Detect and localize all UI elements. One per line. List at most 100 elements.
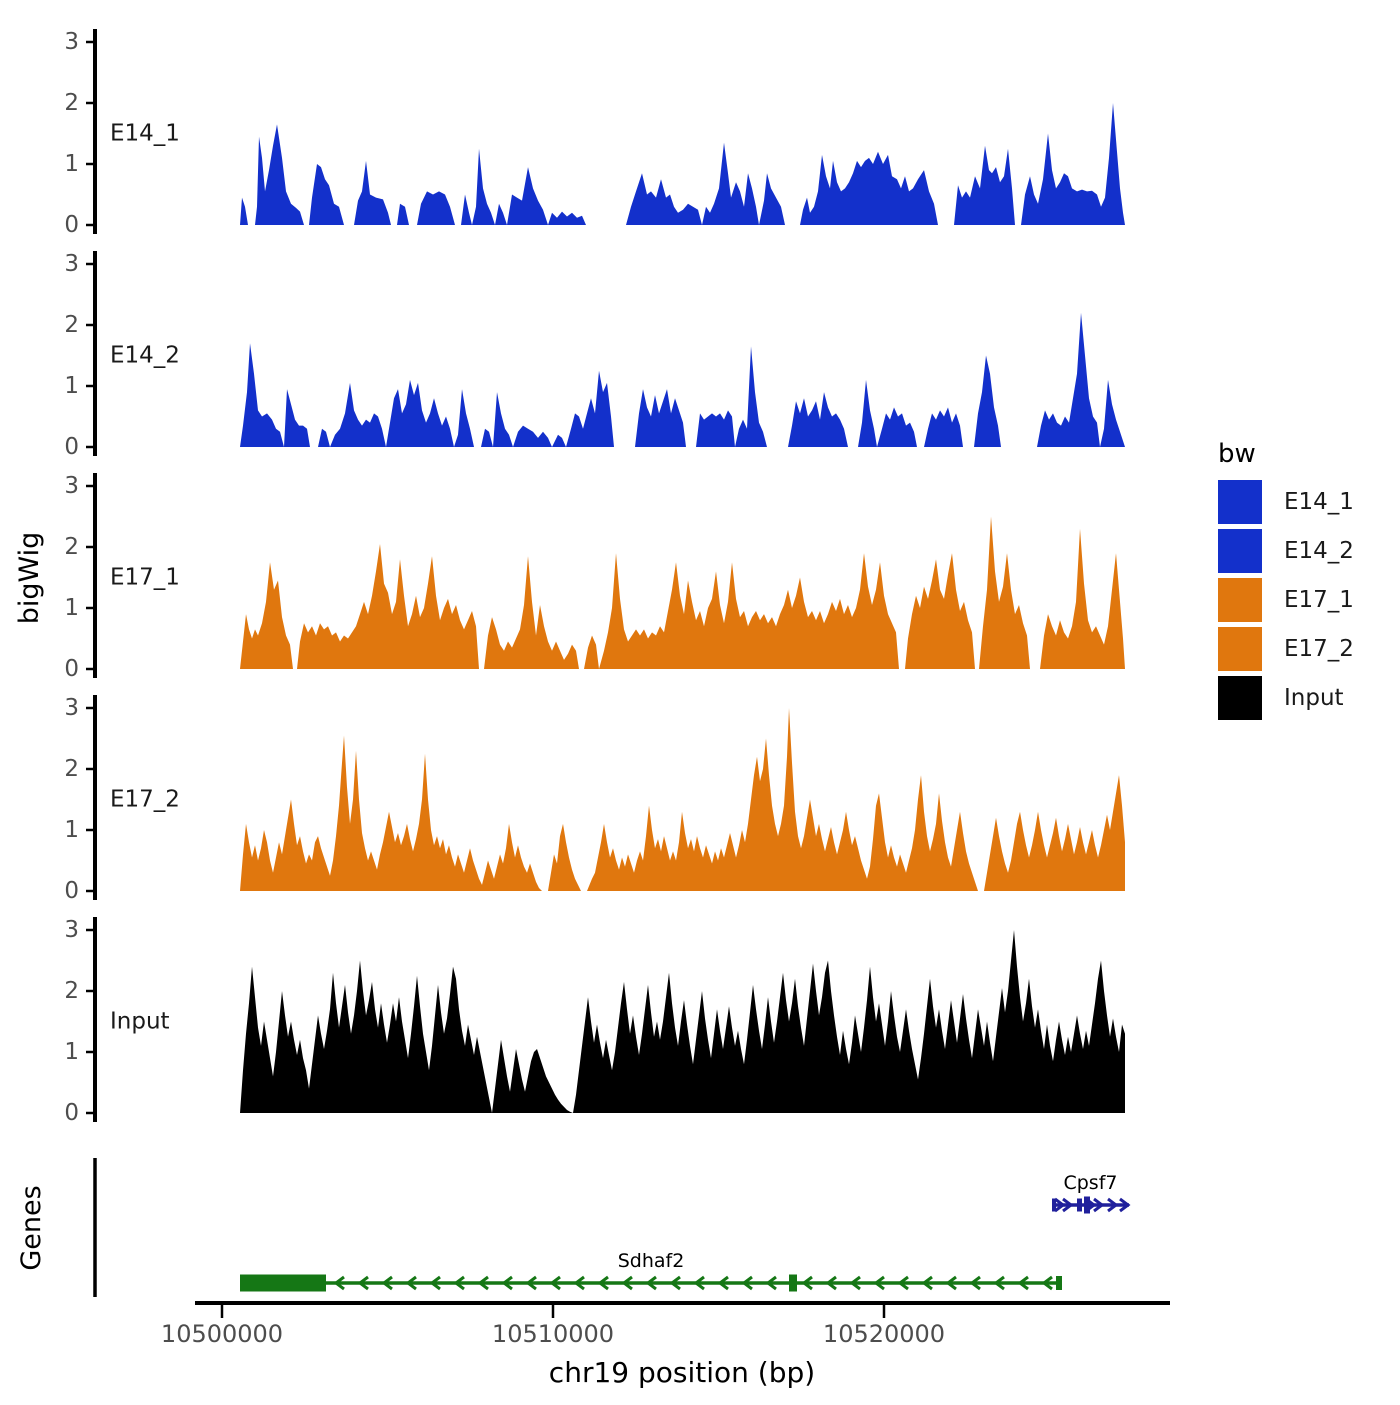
y-tick-label: 1 (64, 1039, 79, 1065)
y-tick-label: 3 (64, 695, 79, 721)
gene-exon (1084, 1196, 1090, 1214)
genes-axis-title: Genes (16, 1185, 47, 1270)
gene-strand-arrow (429, 1275, 441, 1291)
gene-strand-arrow (381, 1275, 393, 1291)
gene-strand-arrow (1107, 1197, 1119, 1213)
gene-strand-arrow (897, 1275, 909, 1291)
track-label-E17_2: E17_2 (110, 787, 180, 813)
track-label-Input: Input (110, 1009, 170, 1035)
gene-strand-arrow (993, 1275, 1005, 1291)
track-panel-E17_2: 0 1 2 3 E17_2 (64, 695, 1125, 904)
track-panel-E14_2: 0 1 2 3 E14_2 (64, 251, 1125, 460)
y-tick-label: 3 (64, 251, 79, 277)
gene-strand-arrow (645, 1275, 657, 1291)
gene-strand-arrow (873, 1275, 885, 1291)
gene-Cpsf7: Cpsf7 (1052, 1172, 1131, 1214)
gene-label-Cpsf7: Cpsf7 (1063, 1172, 1117, 1194)
gene-strand-arrow (693, 1275, 705, 1291)
y-tick-label: 3 (64, 473, 79, 499)
coverage-area-E17_2 (240, 708, 1125, 891)
gene-strand-arrow (357, 1275, 369, 1291)
gene-strand-arrow (1017, 1275, 1029, 1291)
x-tick-label: 10500000 (161, 1320, 283, 1348)
legend-label-E14_1: E14_1 (1284, 489, 1354, 515)
legend: bw E14_1 E14_2 E17_1 E17_2 Input (1218, 439, 1354, 720)
y-tick-label: 2 (64, 90, 79, 116)
gene-strand-arrow (1041, 1275, 1053, 1291)
legend-label-E17_2: E17_2 (1284, 636, 1354, 662)
gene-strand-arrow (1093, 1197, 1105, 1213)
gene-strand-arrow (573, 1275, 585, 1291)
y-tick-label: 1 (64, 373, 79, 399)
y-tick-label: 0 (64, 212, 79, 238)
gene-strand-arrow (621, 1275, 633, 1291)
y-tick-label: 0 (64, 1100, 79, 1126)
gene-exon (240, 1274, 326, 1292)
gene-exon (1056, 1276, 1062, 1290)
gene-strand-arrow (501, 1275, 513, 1291)
coverage-area-E14_1 (240, 103, 1125, 225)
gene-strand-arrow (597, 1275, 609, 1291)
y-tick-label: 0 (64, 434, 79, 460)
gene-strand-arrow (1054, 1197, 1066, 1213)
gene-strand-arrow (969, 1275, 981, 1291)
y-tick-label: 1 (64, 595, 79, 621)
coverage-area-Input (240, 930, 1125, 1113)
track-label-E14_2: E14_2 (110, 343, 180, 369)
gene-exon (789, 1274, 797, 1292)
y-tick-label: 2 (64, 978, 79, 1004)
y-axis-title: bigWig (14, 532, 45, 625)
track-panel-E14_1: 0 1 2 3 E14_1 (64, 29, 1125, 238)
gene-strand-arrow (1085, 1197, 1097, 1213)
legend-title: bw (1218, 439, 1256, 469)
gene-strand-arrow (1062, 1197, 1074, 1213)
gene-label-Sdhaf2: Sdhaf2 (618, 1250, 685, 1272)
track-label-E14_1: E14_1 (110, 121, 180, 147)
y-tick-label: 2 (64, 756, 79, 782)
gene-strand-arrow (921, 1275, 933, 1291)
legend-label-E17_1: E17_1 (1284, 587, 1354, 613)
gene-strand-arrow (849, 1275, 861, 1291)
gene-strand-arrow (453, 1275, 465, 1291)
gene-strand-arrow (477, 1275, 489, 1291)
gene-strand-arrow (765, 1275, 777, 1291)
gene-exon (1052, 1198, 1056, 1212)
y-tick-label: 2 (64, 534, 79, 560)
x-tick-label: 10520000 (823, 1320, 945, 1348)
y-tick-label: 3 (64, 29, 79, 55)
legend-label-Input: Input (1284, 685, 1344, 711)
y-tick-label: 0 (64, 656, 79, 682)
x-tick-label: 10510000 (492, 1320, 614, 1348)
gene-strand-arrow (741, 1275, 753, 1291)
coverage-area-E14_2 (240, 312, 1125, 447)
gene-strand-arrow (549, 1275, 561, 1291)
gene-strand-arrow (801, 1275, 813, 1291)
gene-strand-arrow (825, 1275, 837, 1291)
gene-Sdhaf2: Sdhaf2 (240, 1250, 1062, 1292)
legend-swatch-E17_1 (1218, 578, 1262, 622)
x-axis: 10500000 10510000 10520000 (161, 1301, 1170, 1348)
legend-swatch-E14_1 (1218, 480, 1262, 524)
track-panel-E17_1: 0 1 2 3 E17_1 (64, 473, 1125, 682)
gene-strand-arrow (333, 1275, 345, 1291)
gene-exon (1077, 1198, 1082, 1212)
track-label-E17_1: E17_1 (110, 565, 180, 591)
gene-strand-arrow (717, 1275, 729, 1291)
y-tick-label: 0 (64, 878, 79, 904)
gene-strand-arrow (945, 1275, 957, 1291)
legend-swatch-Input (1218, 676, 1262, 720)
legend-swatch-E14_2 (1218, 529, 1262, 573)
legend-label-E14_2: E14_2 (1284, 538, 1354, 564)
gene-strand-arrow (669, 1275, 681, 1291)
track-panel-Input: 0 1 2 3 Input (64, 917, 1125, 1126)
gene-strand-arrow (1119, 1197, 1131, 1213)
coverage-tracks: 0 1 2 3 E14_1 0 1 2 3 E14_2 0 1 2 3 E17_1 0 1 2 3 E17_2 0 1 2 3… (64, 29, 1125, 1126)
gene-strand-arrow (405, 1275, 417, 1291)
y-tick-label: 1 (64, 151, 79, 177)
y-tick-label: 2 (64, 312, 79, 338)
coverage-area-E17_1 (240, 516, 1125, 669)
y-tick-label: 3 (64, 917, 79, 943)
genes-track: Cpsf7 Sdhaf2 (93, 1158, 1131, 1297)
